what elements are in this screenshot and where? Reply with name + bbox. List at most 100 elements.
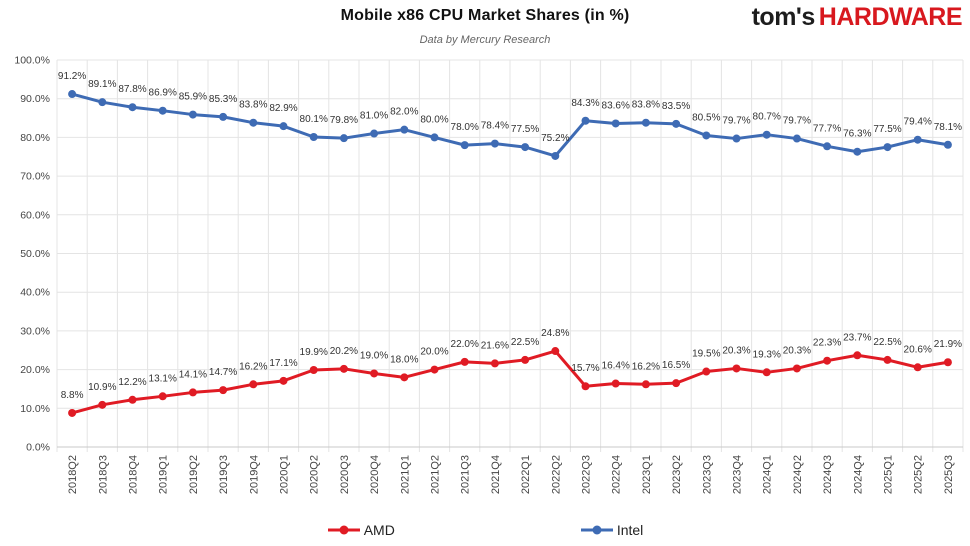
data-point-amd (853, 351, 862, 360)
data-label-amd: 16.2% (239, 361, 267, 372)
data-label-intel: 83.8% (632, 100, 660, 111)
data-point-amd (792, 364, 801, 373)
data-label-amd: 12.2% (118, 377, 146, 388)
x-axis-category-label: 2021Q3 (460, 455, 472, 494)
data-point-intel (732, 134, 741, 143)
data-point-amd (762, 368, 771, 377)
data-label-amd: 21.6% (481, 340, 509, 351)
data-point-intel (853, 147, 862, 156)
data-label-amd: 16.5% (662, 360, 690, 371)
data-point-amd (309, 365, 318, 374)
x-axis-category-label: 2022Q3 (581, 455, 593, 494)
data-label-intel: 82.0% (390, 107, 418, 118)
data-point-amd (611, 379, 620, 388)
data-label-amd: 19.3% (753, 349, 781, 360)
legend-label-amd: AMD (363, 522, 395, 538)
x-axis-category-label: 2025Q1 (883, 455, 895, 494)
data-point-intel (581, 116, 590, 125)
x-axis-category-label: 2019Q2 (188, 455, 200, 494)
data-point-amd (641, 380, 650, 389)
y-axis-tick-label: 40.0% (20, 287, 50, 299)
data-point-amd (913, 363, 922, 372)
data-label-amd: 19.5% (692, 349, 720, 360)
data-label-intel: 82.9% (269, 103, 297, 114)
data-point-intel (460, 141, 469, 150)
data-label-amd: 18.0% (390, 354, 418, 365)
data-point-amd (732, 364, 741, 373)
data-point-amd (339, 364, 348, 373)
data-label-amd: 22.3% (813, 338, 841, 349)
data-point-amd (188, 388, 197, 397)
legend-label-intel: Intel (616, 522, 644, 538)
data-point-intel (279, 122, 288, 131)
data-label-amd: 13.1% (149, 373, 177, 384)
data-label-amd: 24.8% (541, 328, 569, 339)
data-label-intel: 77.5% (873, 124, 901, 135)
y-axis-tick-label: 90.0% (20, 93, 50, 105)
data-label-amd: 14.7% (209, 367, 237, 378)
data-point-intel (883, 143, 892, 152)
data-label-amd: 23.7% (843, 332, 871, 343)
data-label-intel: 78.4% (481, 121, 509, 132)
data-label-intel: 81.0% (360, 111, 388, 122)
data-label-intel: 87.8% (118, 84, 146, 95)
data-point-intel (521, 143, 530, 152)
data-label-intel: 80.0% (420, 114, 448, 125)
data-label-intel: 78.0% (451, 122, 479, 133)
x-axis-category-label: 2018Q2 (67, 455, 79, 494)
data-point-intel (611, 119, 620, 128)
data-point-intel (823, 142, 832, 151)
data-label-amd: 15.7% (571, 363, 599, 374)
data-point-intel (128, 103, 137, 112)
data-label-amd: 19.0% (360, 350, 388, 361)
data-point-intel (551, 151, 560, 160)
data-point-intel (249, 118, 258, 127)
series-line-intel (71, 92, 949, 158)
x-axis-category-label: 2019Q4 (248, 455, 260, 494)
data-label-intel: 80.7% (753, 112, 781, 123)
data-point-amd (279, 376, 288, 385)
data-label-intel: 77.5% (511, 124, 539, 135)
data-point-amd (219, 386, 228, 395)
toms-hardware-logo: tom's HARDWARE (752, 3, 963, 32)
data-label-intel: 78.1% (934, 122, 962, 133)
x-axis-category-label: 2022Q4 (611, 455, 623, 494)
data-point-intel (400, 125, 409, 134)
y-axis-tick-label: 10.0% (20, 403, 50, 415)
data-label-intel: 85.9% (179, 92, 207, 103)
data-label-intel: 76.3% (843, 129, 871, 140)
data-label-amd: 20.0% (420, 347, 448, 358)
data-label-intel: 84.3% (571, 98, 599, 109)
data-point-amd (128, 395, 137, 404)
data-point-intel (219, 112, 228, 121)
y-axis-tick-label: 80.0% (20, 132, 50, 144)
data-point-intel (641, 118, 650, 127)
data-label-amd: 20.2% (330, 346, 358, 357)
data-label-amd: 20.3% (722, 345, 750, 356)
data-point-amd (68, 408, 77, 417)
y-axis-tick-label: 0.0% (26, 442, 50, 454)
data-point-intel (370, 129, 379, 138)
data-point-intel (762, 130, 771, 139)
y-axis-tick-label: 30.0% (20, 325, 50, 337)
data-point-intel (913, 135, 922, 144)
data-point-intel (792, 134, 801, 143)
data-label-intel: 83.8% (239, 100, 267, 111)
data-point-amd (581, 382, 590, 391)
data-point-amd (249, 380, 258, 389)
data-label-amd: 21.9% (934, 339, 962, 350)
data-point-intel (672, 119, 681, 128)
data-point-amd (98, 400, 107, 409)
data-label-amd: 20.3% (783, 345, 811, 356)
series-line-amd (71, 349, 949, 415)
data-point-intel (98, 98, 107, 107)
x-axis-category-label: 2018Q4 (128, 455, 140, 494)
y-axis-tick-label: 70.0% (20, 171, 50, 183)
data-label-amd: 22.0% (451, 339, 479, 350)
data-point-amd (158, 392, 167, 401)
x-axis-category-label: 2022Q2 (550, 455, 562, 494)
x-axis-category-label: 2018Q3 (97, 455, 109, 494)
data-point-amd (460, 357, 469, 366)
data-point-amd (521, 355, 530, 364)
